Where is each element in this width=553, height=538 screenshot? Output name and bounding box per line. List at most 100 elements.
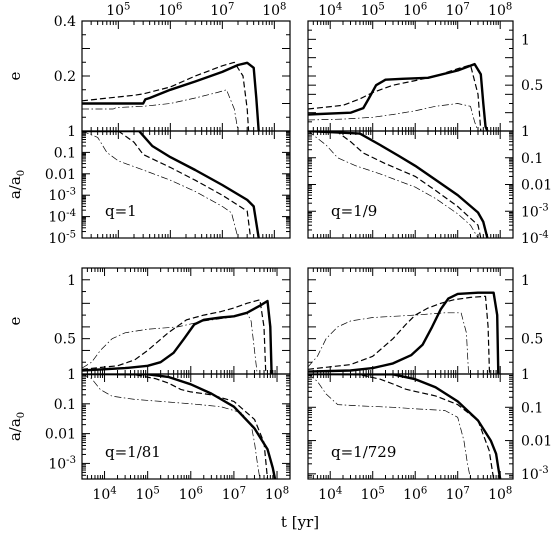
e-panel-bottom-right: 0.51 — [307, 267, 543, 375]
series-line-solid-thick — [82, 61, 260, 131]
axes-frame — [307, 373, 514, 480]
x-tick-label-top: 106 — [158, 1, 182, 19]
series-line-dash-dot — [308, 103, 479, 131]
series-line-dashed — [82, 374, 269, 479]
series-group — [82, 131, 260, 238]
x-tick-label-top: 108 — [262, 1, 286, 19]
y-tick-label: 0.2 — [54, 69, 76, 85]
axes-frame — [307, 20, 514, 132]
series-line-solid-thick — [308, 131, 489, 238]
y-tick-label: 0.1 — [54, 145, 76, 161]
series-line-solid-thick — [308, 291, 500, 374]
e-panel-top-left: 0.2 0.4 e — [6, 14, 291, 132]
panel-bottom-left: 0.5 1 e 1 0.1 0.01 10-3 a/a0 q=1/81 104 105 106 107 1… — [6, 267, 291, 503]
x-tick-label-bottom: 108 — [265, 485, 289, 503]
x-tick-label-top: 105 — [361, 1, 385, 19]
series-line-dash-dot — [82, 312, 258, 374]
y-tick-label: 1 — [521, 367, 530, 383]
series-line-solid-thick — [82, 131, 260, 238]
y-tick-label: 0.1 — [521, 400, 543, 416]
series-line-dash-dot — [308, 374, 471, 479]
e-panel-top-right: 0.51 — [307, 20, 543, 132]
series-line-solid-thick — [308, 374, 502, 479]
x-tick-label-bottom: 105 — [361, 485, 385, 503]
y-axis-label-e_panel: e — [6, 71, 24, 80]
axes-frame — [307, 130, 514, 239]
series-line-solid-thick — [308, 62, 489, 131]
y-tick-label: 1 — [521, 124, 530, 140]
series-line-dash-dot — [82, 374, 261, 479]
y-axis-label-a_panel: a/a0 — [6, 412, 27, 441]
axes-frame — [81, 373, 291, 480]
y-tick-label: 0.4 — [54, 14, 76, 30]
series-group — [82, 299, 273, 374]
series-line-solid-thick — [82, 299, 273, 374]
series-line-dash-dot — [308, 131, 479, 238]
axes-frame — [81, 130, 291, 239]
x-tick-label-bottom: 104 — [318, 485, 342, 503]
x-tick-label-top: 108 — [488, 1, 512, 19]
y-tick-label: 10-3 — [48, 187, 76, 205]
panel-label: q=1/729 — [331, 443, 396, 461]
x-tick-label-top: 106 — [403, 1, 427, 19]
series-group — [82, 374, 277, 479]
y-tick-label: 0.1 — [521, 151, 543, 167]
y-tick-label: 0.01 — [521, 178, 552, 194]
series-line-dashed — [308, 131, 482, 238]
series-line-dash-dot — [308, 312, 469, 374]
x-tick-label-bottom: 106 — [403, 485, 427, 503]
y-tick-label: 10-3 — [521, 465, 549, 483]
panel-label: q=1/81 — [105, 443, 161, 461]
panel-label: q=1/9 — [331, 202, 377, 220]
series-line-dash-dot — [82, 131, 239, 238]
series-group — [308, 291, 500, 374]
x-axis-label: t [yr] — [281, 513, 319, 531]
y-axis-label-a_panel: a/a0 — [6, 170, 27, 199]
series-group — [308, 131, 489, 238]
series-line-dash-dot — [82, 89, 239, 131]
a-panel-top-right: 1 0.1 0.01 10-3 10-4 q=1/9 — [307, 124, 552, 247]
x-tick-label-bottom: 106 — [179, 485, 203, 503]
panel-top-left: 0.2 0.4 e 1 0.1 0.01 10-3 10-4 10-5 a/a0 q=1 105 106… — [6, 1, 291, 247]
y-tick-label: 10-5 — [48, 229, 76, 247]
y-tick-label: 10-4 — [521, 229, 549, 247]
y-tick-label: 1 — [67, 273, 76, 289]
y-tick-label: 0.1 — [54, 397, 76, 413]
y-tick-label: 0.5 — [54, 332, 76, 348]
x-tick-label-bottom: 108 — [488, 485, 512, 503]
panel-label: q=1 — [105, 202, 137, 220]
y-tick-label: 10-3 — [48, 455, 76, 473]
a-panel-bottom-left: 1 0.1 0.01 10-3 a/a0 q=1/81 — [6, 367, 291, 480]
x-tick-label-bottom: 104 — [92, 485, 116, 503]
x-tick-label-top: 105 — [106, 1, 130, 19]
y-tick-label: 0.5 — [521, 332, 543, 348]
y-tick-label: 1 — [521, 32, 530, 48]
x-tick-label-bottom: 105 — [136, 485, 160, 503]
series-line-solid-thick — [82, 374, 277, 479]
x-tick-label-bottom: 107 — [222, 485, 246, 503]
series-group — [308, 374, 502, 479]
a-panel-top-left: 1 0.1 0.01 10-3 10-4 10-5 a/a0 q=1 — [6, 124, 291, 247]
y-axis-label-e_panel: e — [6, 316, 24, 325]
series-group — [308, 62, 489, 131]
y-tick-label: 0.01 — [45, 427, 76, 443]
axes-frame — [81, 20, 291, 132]
y-tick-label: 0.01 — [45, 167, 76, 183]
y-tick-label: 10-3 — [521, 203, 549, 221]
panels: 0.2 0.4 e 1 0.1 0.01 10-3 10-4 10-5 a/a0 q=1 105 106… — [6, 1, 552, 503]
e-panel-bottom-left: 0.5 1 e — [6, 267, 291, 375]
series-line-dashed — [82, 61, 250, 131]
series-line-dashed — [82, 131, 252, 238]
series-line-dashed — [308, 64, 482, 131]
series-line-dashed — [308, 374, 495, 479]
a-panel-bottom-right: 1 0.1 0.01 10-3 q=1/729 — [307, 367, 552, 483]
y-tick-label: 1 — [521, 273, 530, 289]
axes-frame — [307, 267, 514, 375]
y-tick-label: 0.01 — [521, 434, 552, 450]
series-group — [82, 61, 260, 131]
series-line-dashed — [82, 299, 267, 374]
y-tick-label: 1 — [67, 367, 76, 383]
